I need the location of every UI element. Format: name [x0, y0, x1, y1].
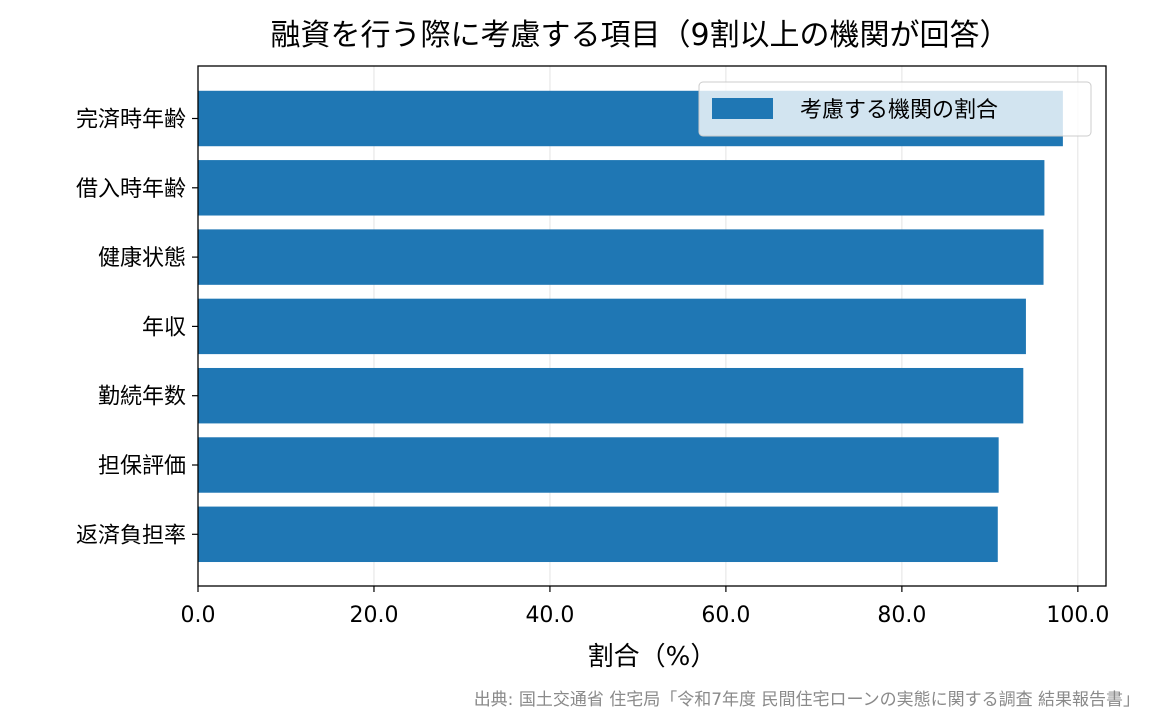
bar — [198, 506, 998, 563]
bars — [198, 90, 1063, 563]
x-tick-label: 20.0 — [349, 603, 398, 628]
legend: 考慮する機関の割合 — [698, 81, 1092, 137]
y-tick-label: 勤続年数 — [98, 385, 186, 410]
y-tick-label: 完済時年齢 — [76, 108, 186, 133]
bar — [198, 160, 1045, 216]
legend-label: 考慮する機関の割合 — [800, 98, 998, 123]
legend-box — [698, 81, 1092, 137]
x-tick-label: 80.0 — [877, 603, 926, 628]
y-tick-label: 健康状態 — [98, 246, 186, 271]
bar — [198, 298, 1026, 355]
legend-swatch — [712, 98, 773, 119]
x-axis-label: 割合（%） — [588, 642, 717, 672]
y-tick-label: 年収 — [142, 315, 186, 340]
y-tick-label: 担保評価 — [98, 454, 186, 479]
x-tick-label: 0.0 — [181, 603, 216, 628]
x-tick-label: 100.0 — [1046, 603, 1109, 628]
x-tick-label: 60.0 — [701, 603, 750, 628]
x-tick-labels: 0.0 20.0 40.0 60.0 80.0 100.0 — [181, 586, 1109, 628]
bar — [198, 367, 1024, 424]
x-tick-label: 40.0 — [525, 603, 574, 628]
source-note: 出典: 国土交通省 住宅局「令和7年度 民間住宅ローンの実態に関する調査 結果報… — [474, 690, 1140, 710]
bar — [198, 229, 1044, 285]
y-tick-label: 返済負担率 — [76, 523, 186, 548]
y-tick-label: 借入時年齢 — [76, 177, 186, 202]
chart-title: 融資を行う際に考慮する項目（9割以上の機関が回答） — [270, 18, 1009, 53]
bar — [198, 437, 999, 493]
